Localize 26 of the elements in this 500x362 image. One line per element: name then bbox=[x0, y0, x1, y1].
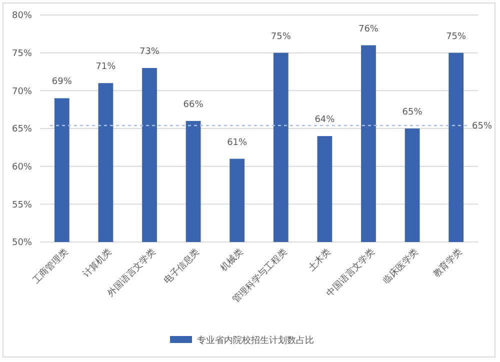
y-tick-label: 50% bbox=[12, 238, 32, 248]
data-label: 71% bbox=[96, 62, 116, 72]
x-tick-label: 机械类 bbox=[218, 246, 246, 274]
data-label: 69% bbox=[52, 77, 72, 88]
x-tick-label: 计算机类 bbox=[80, 246, 114, 280]
y-tick-label: 65% bbox=[12, 124, 32, 135]
y-tick-label: 80% bbox=[12, 11, 32, 22]
ref-line-label: 65% bbox=[472, 122, 492, 132]
x-tick-label: 教育学类 bbox=[431, 246, 464, 280]
data-label: 75% bbox=[446, 32, 467, 42]
data-label: 73% bbox=[139, 46, 160, 57]
x-tick-label: 电子信息类 bbox=[162, 246, 202, 286]
x-tick-label: 工商管理类 bbox=[30, 246, 70, 286]
data-label: 75% bbox=[270, 32, 292, 42]
y-tick-label: 55% bbox=[12, 200, 32, 210]
data-label: 64% bbox=[314, 115, 336, 126]
y-tick-label: 75% bbox=[12, 48, 32, 59]
x-tick-label: 土木类 bbox=[306, 246, 334, 274]
x-tick-label: 临床医学类 bbox=[381, 246, 421, 286]
data-label: 61% bbox=[227, 138, 248, 148]
y-tick-label: 60% bbox=[12, 162, 32, 172]
data-label: 65% bbox=[402, 108, 423, 118]
data-label: 66% bbox=[183, 100, 204, 110]
data-label: 76% bbox=[358, 24, 379, 34]
legend-label: 专业省内院校招生计划数占比 bbox=[197, 335, 314, 346]
y-tick-label: 70% bbox=[12, 86, 32, 97]
